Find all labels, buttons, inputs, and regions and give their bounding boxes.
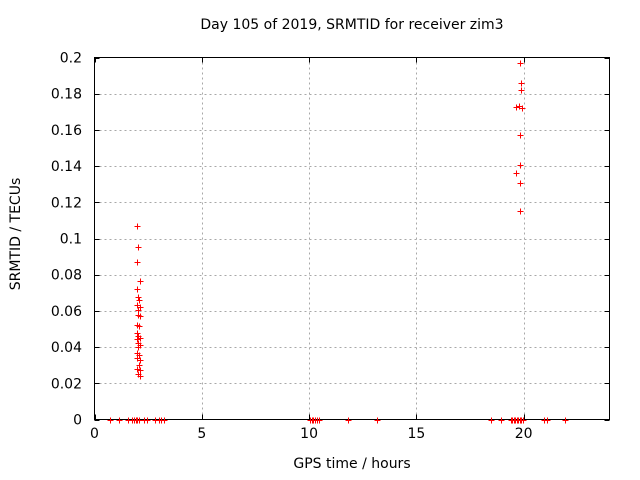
data-point-marker [137, 278, 144, 285]
data-point-marker [116, 417, 123, 424]
x-tick-label: 5 [197, 426, 206, 442]
data-point-marker [136, 297, 143, 304]
plot-border [94, 57, 610, 420]
data-point-marker [562, 417, 569, 424]
x-tick-label: 0 [90, 426, 99, 442]
data-point-marker [144, 417, 151, 424]
data-point-marker [518, 87, 525, 94]
y-tick-label: 0.2 [60, 51, 82, 67]
y-tick-label: 0.18 [51, 87, 82, 103]
data-point-marker [517, 60, 524, 67]
data-point-marker [136, 323, 143, 330]
data-point-marker [488, 417, 495, 424]
data-point-marker [517, 162, 524, 169]
x-tick-label: 20 [515, 426, 533, 442]
y-tick-label: 0.16 [51, 123, 82, 139]
data-point-marker [134, 330, 141, 337]
data-point-marker [517, 180, 524, 187]
data-point-marker [107, 417, 114, 424]
x-tick-label: 10 [300, 426, 318, 442]
y-tick-label: 0.06 [51, 304, 82, 320]
data-point-marker [513, 104, 520, 111]
data-point-marker [345, 417, 352, 424]
data-point-marker [137, 373, 144, 380]
data-point-marker [517, 132, 524, 139]
y-tick-label: 0.04 [51, 340, 82, 356]
data-point-marker [134, 286, 141, 293]
x-axis-label: GPS time / hours [293, 456, 411, 472]
data-point-marker [498, 417, 505, 424]
y-tick-label: 0.08 [51, 268, 82, 284]
data-point-marker [137, 357, 144, 364]
data-point-marker [518, 80, 525, 87]
y-tick-label: 0 [73, 413, 82, 429]
data-point-marker [136, 362, 143, 369]
data-point-marker [161, 417, 168, 424]
chart-title: Day 105 of 2019, SRMTID for receiver zim… [200, 17, 504, 33]
data-point-marker [137, 313, 144, 320]
y-tick-label: 0.12 [51, 195, 82, 211]
y-tick-label: 0.1 [60, 232, 82, 248]
data-point-marker [513, 170, 520, 177]
data-point-marker [517, 208, 524, 215]
data-point-marker [134, 366, 141, 373]
y-tick-label: 0.14 [51, 159, 82, 175]
data-point-marker [135, 344, 142, 351]
data-point-marker [134, 223, 141, 230]
y-tick-label: 0.02 [51, 376, 82, 392]
data-point-marker [135, 244, 142, 251]
data-point-marker [137, 335, 144, 342]
data-point-marker [316, 417, 323, 424]
data-point-marker [134, 336, 141, 343]
x-tick-label: 15 [407, 426, 425, 442]
data-point-marker [544, 417, 551, 424]
data-point-marker [135, 294, 142, 301]
data-point-marker [519, 105, 526, 112]
data-point-marker [134, 259, 141, 266]
data-point-marker [520, 417, 527, 424]
data-point-marker [374, 417, 381, 424]
data-point-marker [137, 367, 144, 374]
